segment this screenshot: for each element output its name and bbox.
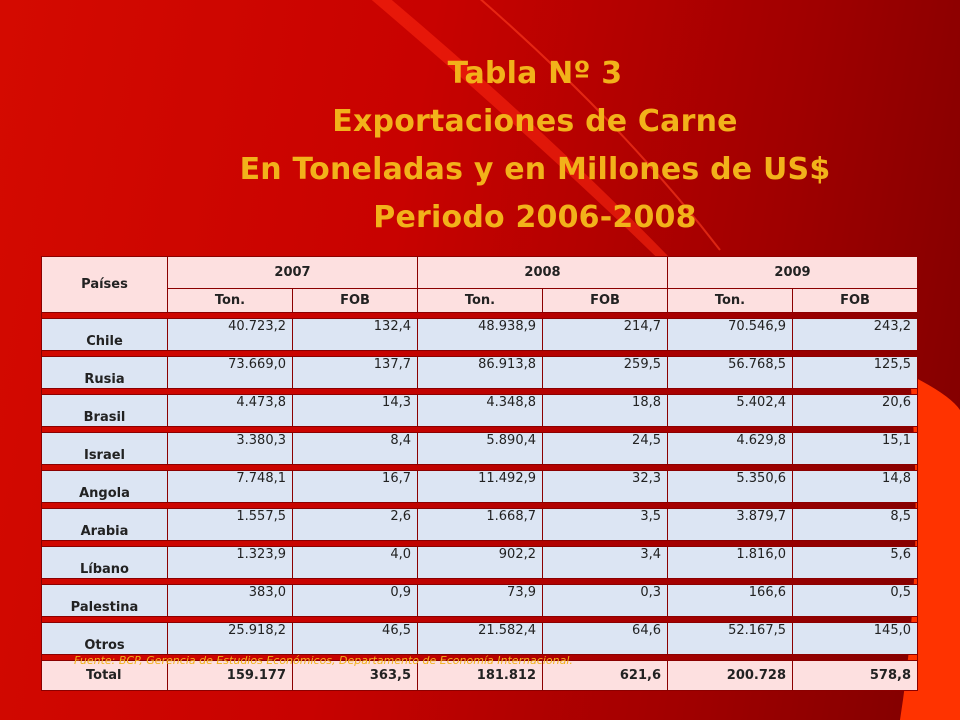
subheader-fob: FOB [292, 288, 418, 313]
title-line-3: En Toneladas y en Millones de US$ [239, 152, 831, 187]
value-cell: 3.380,3 [167, 432, 293, 465]
value-cell: 4.473,8 [167, 394, 293, 427]
value-cell: 5.890,4 [417, 432, 543, 465]
country-cell: Arabia [41, 508, 168, 541]
country-cell: Palestina [41, 584, 168, 617]
value-cell: 5.350,6 [667, 470, 793, 503]
value-cell: 137,7 [292, 356, 418, 389]
table-row: Israel 3.380,3 8,4 5.890,4 24,5 4.629,8 15,1 [41, 432, 918, 465]
table-row: Chile 40.723,2 132,4 48.938,9 214,7 70.546,9 2… [41, 318, 918, 351]
value-cell: 4.348,8 [417, 394, 543, 427]
value-cell: 4.629,8 [667, 432, 793, 465]
value-cell: 8,5 [792, 508, 918, 541]
value-cell: 73.669,0 [167, 356, 293, 389]
country-cell: Chile [41, 318, 168, 351]
value-cell: 40.723,2 [167, 318, 293, 351]
country-cell: Brasil [41, 394, 168, 427]
value-cell: 0,9 [292, 584, 418, 617]
value-cell: 3.879,7 [667, 508, 793, 541]
value-cell: 8,4 [292, 432, 418, 465]
subheader-fob: FOB [792, 288, 918, 313]
table-row: Arabia 1.557,5 2,6 1.668,7 3,5 3.879,7 8,5 [41, 508, 918, 541]
value-cell: 5.402,4 [667, 394, 793, 427]
value-cell: 5,6 [792, 546, 918, 579]
value-cell: 132,4 [292, 318, 418, 351]
total-value-cell: 200.728 [667, 660, 793, 691]
value-cell: 48.938,9 [417, 318, 543, 351]
value-cell: 52.167,5 [667, 622, 793, 655]
total-row: Total 159.177 363,5 181.812 621,6 200.728 578,… [41, 660, 918, 691]
value-cell: 46,5 [292, 622, 418, 655]
year-header: 2008 [417, 256, 668, 289]
title-line-4: Periodo 2006-2008 [373, 200, 697, 235]
value-cell: 24,5 [542, 432, 668, 465]
value-cell: 70.546,9 [667, 318, 793, 351]
total-value-cell: 621,6 [542, 660, 668, 691]
value-cell: 32,3 [542, 470, 668, 503]
table-row: Palestina 383,0 0,9 73,9 0,3 166,6 0,5 [41, 584, 918, 617]
value-cell: 64,6 [542, 622, 668, 655]
value-cell: 243,2 [792, 318, 918, 351]
value-cell: 383,0 [167, 584, 293, 617]
value-cell: 3,4 [542, 546, 668, 579]
source-note: Fuente: BCP, Gerencia de Estudios Económ… [74, 654, 573, 667]
subheader-ton: Ton. [417, 288, 543, 313]
total-value-cell: 181.812 [417, 660, 543, 691]
value-cell: 259,5 [542, 356, 668, 389]
value-cell: 902,2 [417, 546, 543, 579]
table-row: Angola 7.748,1 16,7 11.492,9 32,3 5.350,6 14,8 [41, 470, 918, 503]
year-header: 2009 [667, 256, 918, 289]
value-cell: 166,6 [667, 584, 793, 617]
value-cell: 7.748,1 [167, 470, 293, 503]
value-cell: 11.492,9 [417, 470, 543, 503]
value-cell: 0,3 [542, 584, 668, 617]
title-line-2: Exportaciones de Carne [332, 104, 738, 139]
country-cell: Líbano [41, 546, 168, 579]
value-cell: 125,5 [792, 356, 918, 389]
total-value-cell: 363,5 [292, 660, 418, 691]
total-value-cell: 578,8 [792, 660, 918, 691]
value-cell: 3,5 [542, 508, 668, 541]
countries-header: Países [41, 256, 168, 313]
value-cell: 14,3 [292, 394, 418, 427]
value-cell: 1.557,5 [167, 508, 293, 541]
value-cell: 86.913,8 [417, 356, 543, 389]
value-cell: 20,6 [792, 394, 918, 427]
country-cell: Rusia [41, 356, 168, 389]
title-line-1: Tabla Nº 3 [447, 56, 623, 91]
value-cell: 2,6 [292, 508, 418, 541]
value-cell: 18,8 [542, 394, 668, 427]
value-cell: 4,0 [292, 546, 418, 579]
value-cell: 1.668,7 [417, 508, 543, 541]
value-cell: 14,8 [792, 470, 918, 503]
value-cell: 0,5 [792, 584, 918, 617]
value-cell: 16,7 [292, 470, 418, 503]
value-cell: 21.582,4 [417, 622, 543, 655]
table-row: Rusia 73.669,0 137,7 86.913,8 259,5 56.768,5 1… [41, 356, 918, 389]
country-cell: Otros [41, 622, 168, 655]
value-cell: 1.816,0 [667, 546, 793, 579]
subheader-ton: Ton. [667, 288, 793, 313]
value-cell: 145,0 [792, 622, 918, 655]
value-cell: 73,9 [417, 584, 543, 617]
subheader-fob: FOB [542, 288, 668, 313]
value-cell: 214,7 [542, 318, 668, 351]
year-header: 2007 [167, 256, 418, 289]
value-cell: 56.768,5 [667, 356, 793, 389]
total-value-cell: 159.177 [167, 660, 293, 691]
value-cell: 15,1 [792, 432, 918, 465]
value-cell: 1.323,9 [167, 546, 293, 579]
table-row: Brasil 4.473,8 14,3 4.348,8 18,8 5.402,4 20,6 [41, 394, 918, 427]
country-cell: Angola [41, 470, 168, 503]
table-row: Líbano 1.323,9 4,0 902,2 3,4 1.816,0 5,6 [41, 546, 918, 579]
slide-title: Tabla Nº 3 Exportaciones de Carne En Ton… [150, 50, 920, 242]
table-row: Otros 25.918,2 46,5 21.582,4 64,6 52.167,5 145… [41, 622, 918, 655]
subheader-ton: Ton. [167, 288, 293, 313]
value-cell: 25.918,2 [167, 622, 293, 655]
exports-table: Países 2007 2008 2009 Ton. FOB Ton. FOB … [41, 256, 918, 691]
country-cell: Israel [41, 432, 168, 465]
total-label: Total [41, 660, 168, 691]
